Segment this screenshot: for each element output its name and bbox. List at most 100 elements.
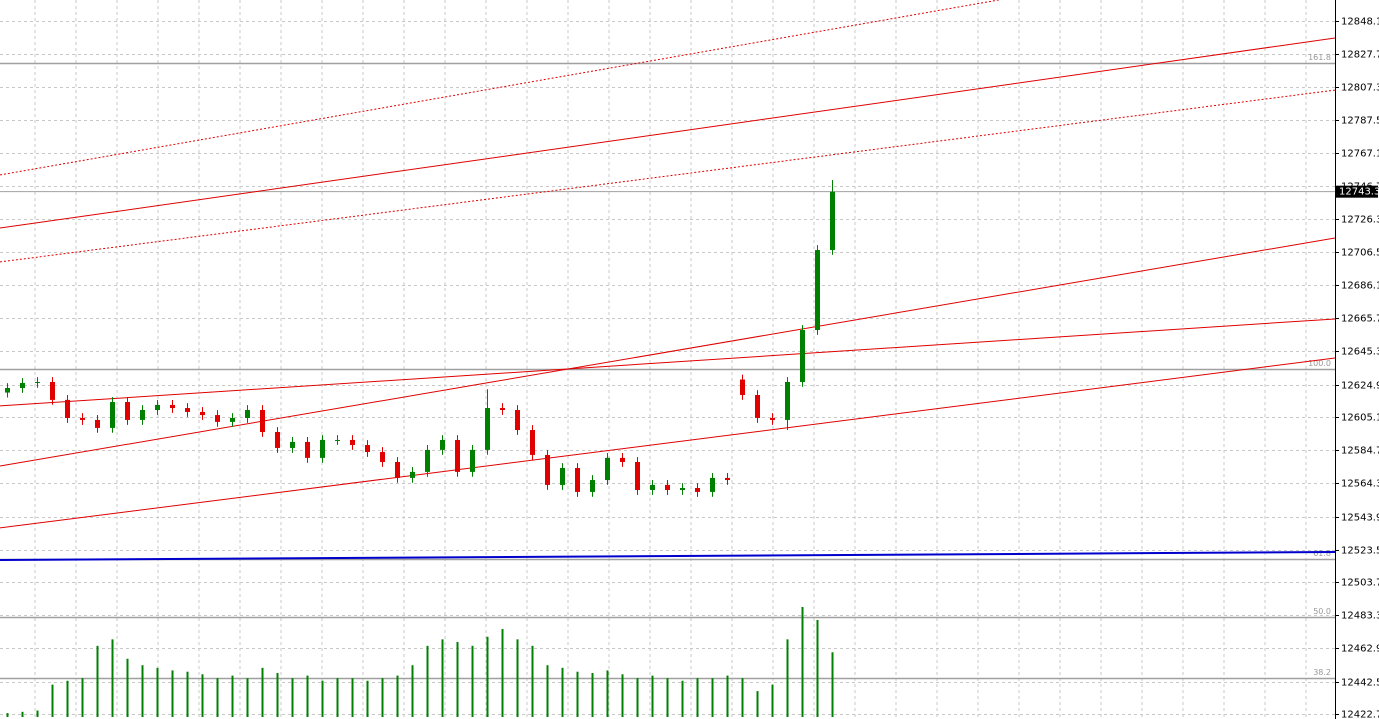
candle-body <box>20 382 25 389</box>
price-tag <box>1336 185 1378 198</box>
y-tick-label: 12422.70 <box>1341 710 1379 719</box>
volume-bar <box>531 645 534 717</box>
candle-body <box>335 439 340 441</box>
candle-body <box>200 411 205 416</box>
volume-bar <box>216 678 219 717</box>
volume-bar <box>231 675 234 717</box>
candle-body <box>365 445 370 453</box>
candle-body <box>455 439 460 472</box>
fib-label: 161.8 <box>1308 53 1331 62</box>
volume-bar <box>621 674 624 717</box>
candle-body <box>5 388 10 393</box>
y-tick-label: 12503.70 <box>1341 578 1379 589</box>
volume-bar <box>186 671 189 717</box>
candle-body <box>620 457 625 462</box>
candle-body <box>695 488 700 492</box>
y-tick-label: 12726.30 <box>1341 215 1379 226</box>
candle-body <box>50 381 55 400</box>
candle-body <box>470 449 475 472</box>
trend-line <box>0 237 1335 467</box>
volume-bar <box>516 639 519 717</box>
candle-body <box>305 441 310 458</box>
candle-body <box>290 441 295 448</box>
volume-bar <box>756 691 759 717</box>
candle-body <box>440 439 445 450</box>
y-tick-label: 12483.30 <box>1341 611 1379 622</box>
volume-bar <box>111 639 114 717</box>
candle-body <box>500 408 505 410</box>
volume-bar <box>51 684 54 717</box>
y-tick-label: 12848.10 <box>1341 17 1379 28</box>
candle-body <box>740 379 745 396</box>
fib-label: 61.8 <box>1313 549 1331 558</box>
volume-bar <box>96 645 99 717</box>
trend-line <box>0 89 1335 263</box>
candle-body <box>155 404 160 410</box>
volume-bar <box>546 665 549 717</box>
candle-body <box>755 395 760 418</box>
fib-label: 100.0 <box>1308 359 1331 368</box>
volume-bar <box>291 678 294 717</box>
volume-bar <box>6 713 9 717</box>
volume-bar <box>441 639 444 717</box>
candle-body <box>395 461 400 478</box>
y-tick-label: 12442.50 <box>1341 678 1379 689</box>
volume-bar <box>261 667 264 717</box>
y-tick-label: 12787.50 <box>1341 116 1379 127</box>
volume-bar <box>801 607 804 717</box>
volume-bar <box>126 658 129 717</box>
candle-body <box>215 415 220 422</box>
candle-body <box>785 381 790 420</box>
plot: 161.8 100.0 61.8 50.0 38.2 <box>0 0 1335 719</box>
y-tick-label: 12706.50 <box>1341 248 1379 259</box>
volume-bar <box>426 645 429 717</box>
volume-bar <box>651 675 654 717</box>
candle-body <box>800 330 805 382</box>
candle-body <box>65 399 70 418</box>
volume-bar <box>606 670 609 717</box>
volume-bar <box>681 680 684 717</box>
candle-body <box>350 439 355 446</box>
volume-bar <box>561 667 564 717</box>
volume-bar <box>486 636 489 717</box>
candle-body <box>545 454 550 485</box>
volume-bar <box>141 665 144 717</box>
candle-body <box>815 250 820 331</box>
volume-bar <box>381 678 384 717</box>
candle-body <box>665 484 670 490</box>
volume-bar <box>36 710 39 717</box>
y-tick-label: 12584.70 <box>1341 446 1379 457</box>
volume-bar <box>501 629 504 717</box>
candle-body <box>125 402 130 420</box>
volume-bar <box>306 675 309 717</box>
y-tick-label: 12686.10 <box>1341 281 1379 292</box>
y-tick-label: 12624.90 <box>1341 381 1379 392</box>
volume-bar <box>816 619 819 717</box>
candle-body <box>770 417 775 420</box>
candle-body <box>590 480 595 492</box>
trend-line <box>0 0 1002 176</box>
candle-body <box>320 439 325 458</box>
trend-line <box>0 318 1335 407</box>
candle-body <box>260 409 265 432</box>
y-tick-label: 12645.30 <box>1341 347 1379 358</box>
candle-body <box>575 467 580 492</box>
candle-body <box>185 408 190 412</box>
volume-bar <box>171 670 174 717</box>
candle-body <box>80 417 85 420</box>
y-tick-label: 12807.30 <box>1341 83 1379 94</box>
candle-body <box>410 471 415 478</box>
candle-body <box>245 409 250 418</box>
candle-body <box>230 417 235 422</box>
volume-bar <box>726 675 729 717</box>
volume-bar <box>276 673 279 717</box>
volume-bar <box>591 673 594 717</box>
candle-body <box>140 409 145 420</box>
volume-bar <box>366 680 369 717</box>
candle-body <box>95 419 100 428</box>
candle-body <box>170 404 175 409</box>
candle-body <box>380 452 385 462</box>
y-tick-label: 12665.70 <box>1341 314 1379 325</box>
